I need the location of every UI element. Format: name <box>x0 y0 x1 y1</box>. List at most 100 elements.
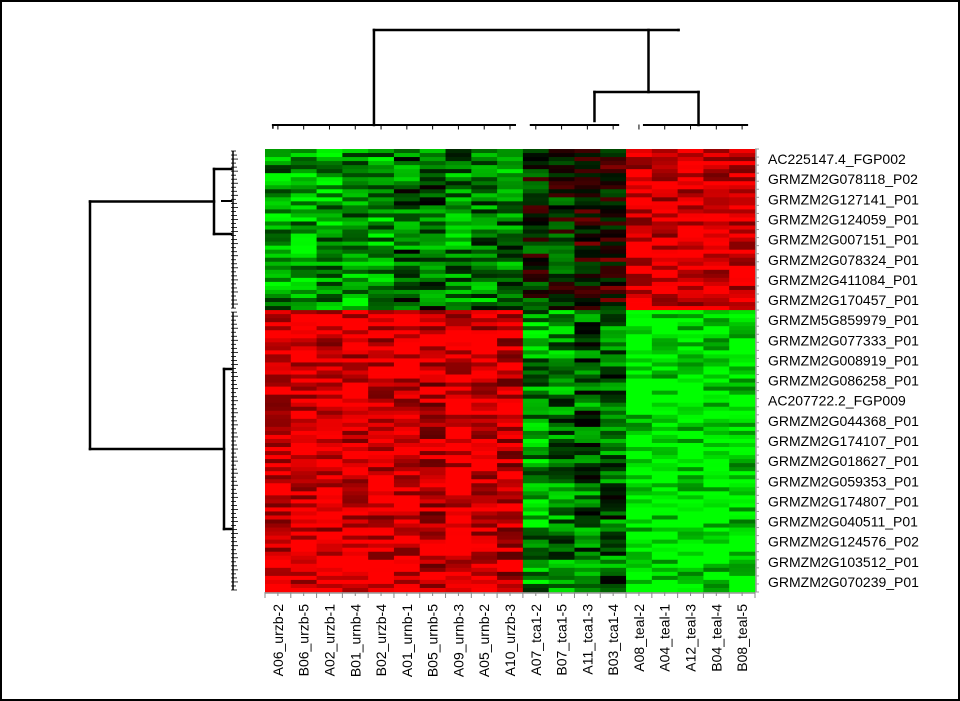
heatmap-cell <box>651 563 679 569</box>
heatmap-cell <box>316 334 343 339</box>
heatmap-cell <box>368 273 395 279</box>
heatmap-cell <box>265 293 292 299</box>
heatmap-cell <box>651 318 679 323</box>
heatmap-cell <box>600 442 627 448</box>
heatmap-cell <box>419 350 446 355</box>
heatmap-cell <box>522 330 550 335</box>
heatmap-cell <box>548 491 575 496</box>
heatmap-cell <box>497 330 524 335</box>
heatmap-cell <box>342 362 369 367</box>
heatmap-cell <box>522 245 550 251</box>
heatmap-cell <box>265 185 292 190</box>
heatmap-cell <box>548 153 575 158</box>
heatmap-cell <box>290 245 317 251</box>
heatmap-cell <box>600 406 627 412</box>
heatmap-cell <box>574 322 601 327</box>
heatmap-cell <box>265 459 292 464</box>
heatmap-cell <box>368 475 395 480</box>
heatmap-cell <box>445 475 472 480</box>
heatmap-cell <box>677 434 704 440</box>
heatmap-cell <box>290 318 317 323</box>
heatmap-cell <box>265 447 292 452</box>
heatmap-cell <box>548 418 575 424</box>
heatmap-cell <box>445 535 472 541</box>
heatmap-cell <box>342 153 369 158</box>
heatmap-cell <box>703 519 730 524</box>
heatmap-cell <box>265 302 292 307</box>
heatmap-cell <box>651 442 679 448</box>
heatmap-cell <box>316 567 343 573</box>
heatmap-cell <box>290 519 317 524</box>
heatmap-cell <box>677 410 704 416</box>
heatmap-cell <box>703 181 730 186</box>
heatmap-cell <box>703 273 730 279</box>
heatmap-cell <box>600 306 627 311</box>
heatmap-cell <box>677 285 704 291</box>
heatmap-cell <box>729 414 756 420</box>
heatmap-cell <box>316 402 343 408</box>
heatmap-cell <box>445 225 472 230</box>
heatmap-cell <box>316 487 343 492</box>
heatmap-cell <box>265 463 292 468</box>
heatmap-cell <box>703 583 730 589</box>
heatmap-cell <box>419 281 446 287</box>
heatmap-cell <box>626 551 653 557</box>
heatmap-cell <box>651 451 679 456</box>
column-label: B04_teal-4 <box>708 604 724 672</box>
heatmap-cell <box>651 281 679 287</box>
heatmap-cell <box>497 531 524 537</box>
heatmap-cell <box>703 382 730 388</box>
heatmap-cell <box>703 555 730 561</box>
heatmap-cell <box>626 241 653 247</box>
heatmap-cell <box>522 197 550 202</box>
heatmap-cell <box>290 410 317 416</box>
heatmap-cell <box>393 531 421 537</box>
heatmap-cell <box>471 382 498 388</box>
heatmap-cell <box>419 555 446 561</box>
heatmap-cell <box>342 257 369 263</box>
heatmap-cell <box>626 322 653 327</box>
heatmap-cell <box>290 149 317 154</box>
heatmap-cell <box>393 185 421 190</box>
heatmap-cell <box>368 402 395 408</box>
heatmap-cell <box>290 523 317 528</box>
heatmap-cell <box>626 261 653 267</box>
heatmap-cell <box>626 273 653 279</box>
heatmap-cell <box>522 358 550 363</box>
column-label: B02_urzb-4 <box>373 604 389 677</box>
heatmap-cell <box>626 491 653 496</box>
heatmap-cell <box>703 221 730 226</box>
heatmap-cell <box>316 249 343 255</box>
heatmap-cell <box>290 302 317 307</box>
heatmap-cell <box>445 169 472 174</box>
heatmap-cell <box>600 177 627 182</box>
heatmap-cell <box>703 249 730 255</box>
heatmap-cell <box>600 543 627 549</box>
heatmap-cell <box>393 563 421 569</box>
heatmap-cell <box>497 221 524 226</box>
heatmap-cell <box>574 257 601 263</box>
heatmap-cell <box>316 527 343 532</box>
heatmap-cell <box>393 277 421 283</box>
heatmap-cell <box>626 455 653 460</box>
heatmap-cell <box>548 406 575 412</box>
heatmap-cell <box>729 269 756 275</box>
heatmap-cell <box>419 531 446 537</box>
heatmap-cell <box>651 406 679 412</box>
heatmap-cell <box>471 426 498 432</box>
heatmap-cell <box>445 370 472 375</box>
heatmap-cell <box>265 410 292 416</box>
heatmap-cell <box>651 551 679 557</box>
heatmap-cell <box>651 197 679 202</box>
heatmap-cell <box>265 157 292 162</box>
heatmap-cell <box>626 161 653 166</box>
heatmap-cell <box>471 483 498 488</box>
heatmap-cell <box>342 527 369 532</box>
heatmap-cell <box>703 366 730 371</box>
heatmap-cell <box>651 378 679 383</box>
heatmap-cell <box>393 213 421 218</box>
heatmap-cell <box>445 366 472 371</box>
heatmap-cell <box>651 306 679 311</box>
heatmap-cell <box>497 293 524 299</box>
heatmap-cell <box>522 479 550 484</box>
